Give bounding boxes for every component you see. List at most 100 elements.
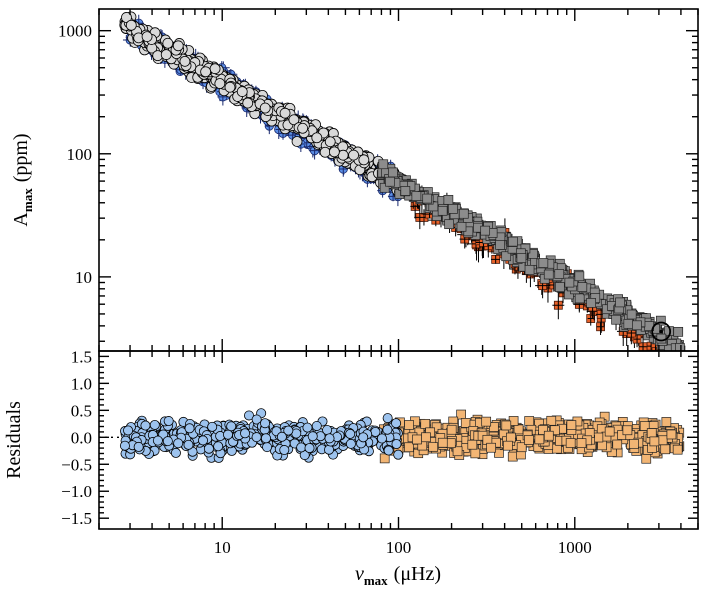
- model-giant-point: [141, 31, 153, 43]
- residual-dwarf-point: [622, 425, 633, 436]
- model-giant-point: [259, 102, 271, 114]
- residual-dwarf-point: [488, 422, 499, 432]
- model-giant-point: [328, 146, 340, 158]
- model-giant-point: [242, 97, 254, 109]
- x-tick-label: 100: [386, 538, 412, 557]
- residual-dwarf-point: [505, 432, 516, 443]
- residual-dwarf-point: [437, 437, 448, 448]
- residual-giant-point: [324, 444, 335, 455]
- model-dwarf-point: [564, 277, 575, 288]
- y-tick-label: 10: [75, 268, 92, 287]
- model-dwarf-point: [448, 204, 458, 214]
- residual-dwarf-point: [421, 432, 431, 443]
- model-dwarf-point: [495, 239, 505, 250]
- model-dwarf-point: [538, 258, 549, 268]
- residual-y-tick-label: −1.5: [61, 509, 92, 528]
- residual-dwarf-point: [428, 441, 439, 452]
- residual-dwarf-point: [481, 416, 492, 427]
- model-dwarf-point: [388, 167, 398, 178]
- model-dwarf-point: [422, 193, 433, 204]
- model-dwarf-point: [574, 271, 585, 282]
- model-dwarf-point: [444, 219, 454, 230]
- residual-dwarf-point: [467, 439, 478, 450]
- residual-dwarf-point: [470, 448, 481, 459]
- residual-dwarf-point: [445, 438, 456, 449]
- model-giant-point: [297, 122, 309, 134]
- observed-dwarf-point: [552, 291, 565, 320]
- observed-dwarf-point: [490, 254, 501, 264]
- residual-dwarf-point: [566, 420, 577, 430]
- residual-dwarf-point: [460, 418, 471, 428]
- residual-dwarf-point: [641, 453, 652, 464]
- x-tick-label: 1000: [558, 538, 592, 557]
- model-dwarf-point: [656, 333, 667, 344]
- residual-giant-point: [260, 418, 271, 429]
- residual-giant-point: [170, 447, 181, 458]
- model-dwarf-point: [655, 315, 666, 326]
- residual-giant-point: [140, 420, 151, 431]
- residual-giant-point: [251, 414, 262, 425]
- residual-y-tick-label: −0.5: [61, 455, 92, 474]
- observed-dwarf-point: [414, 205, 426, 230]
- residual-dwarf-point: [576, 438, 587, 449]
- model-dwarf-point: [543, 269, 554, 280]
- residual-dwarf-point: [420, 419, 431, 429]
- top-panel-data: [119, 11, 686, 384]
- model-dwarf-point: [574, 293, 585, 304]
- residual-giant-point: [391, 439, 402, 450]
- residual-giant-point: [184, 423, 195, 434]
- model-dwarf-point: [673, 326, 684, 337]
- model-dwarf-point: [508, 236, 518, 247]
- residual-giant-point: [162, 436, 173, 447]
- residual-giant-point: [133, 441, 144, 452]
- top-ylabel: Amax(ppm): [10, 133, 35, 226]
- residual-giant-point: [307, 431, 318, 442]
- model-giant-point: [224, 81, 236, 93]
- residual-dwarf-point: [503, 440, 513, 451]
- residual-giant-point: [358, 432, 369, 443]
- model-dwarf-point: [615, 297, 625, 308]
- residual-dwarf-point: [404, 442, 414, 453]
- residual-panel-frame: [98, 350, 699, 530]
- residual-dwarf-point: [534, 434, 545, 445]
- y-tick-label: 100: [67, 145, 93, 164]
- residual-dwarf-point: [666, 429, 677, 440]
- model-dwarf-point: [554, 269, 565, 279]
- model-giant-point: [311, 132, 323, 144]
- residual-dwarf-point: [660, 444, 671, 455]
- axes-layer: 10 100 1000 10 100 1000 −1.5 −1.0 −0.5 0.0 0.5 1.0 1…: [58, 9, 699, 557]
- residual-giant-point: [119, 440, 130, 451]
- residual-giant-point: [260, 433, 271, 444]
- model-giant-point: [125, 19, 137, 31]
- model-dwarf-point: [577, 282, 588, 292]
- observed-dwarf-point: [676, 355, 684, 384]
- residual-giant-point: [322, 424, 333, 435]
- residual-giant-point: [345, 428, 356, 439]
- model-dwarf-point: [385, 176, 395, 187]
- residual-y-tick-label: 1.5: [71, 347, 92, 366]
- model-dwarf-point: [378, 159, 389, 170]
- residual-dwarf-point: [565, 438, 576, 448]
- model-giant-point: [319, 146, 331, 158]
- residual-dwarf-point: [549, 425, 560, 436]
- residual-y-tick-label: 0.0: [71, 428, 92, 447]
- residual-dwarf-point: [661, 417, 672, 427]
- residual-dwarf-point: [646, 428, 657, 438]
- residual-giant-point: [207, 421, 218, 432]
- residual-giant-point: [123, 425, 134, 436]
- residual-giant-point: [203, 443, 214, 454]
- residual-dwarf-point: [412, 434, 422, 445]
- residual-giant-point: [383, 445, 394, 456]
- residual-giant-point: [393, 449, 404, 460]
- model-giant-point: [162, 37, 174, 49]
- model-dwarf-point: [623, 318, 634, 329]
- residual-giant-point: [198, 435, 209, 446]
- xlabel: νmax (μHz): [355, 563, 441, 588]
- residual-dwarf-point: [593, 432, 604, 443]
- model-giant-point: [348, 149, 359, 161]
- y-tick-label: 1000: [58, 22, 92, 41]
- residual-dwarf-point: [649, 436, 660, 447]
- residual-dwarf-point: [379, 453, 390, 464]
- residual-giant-point: [173, 438, 184, 449]
